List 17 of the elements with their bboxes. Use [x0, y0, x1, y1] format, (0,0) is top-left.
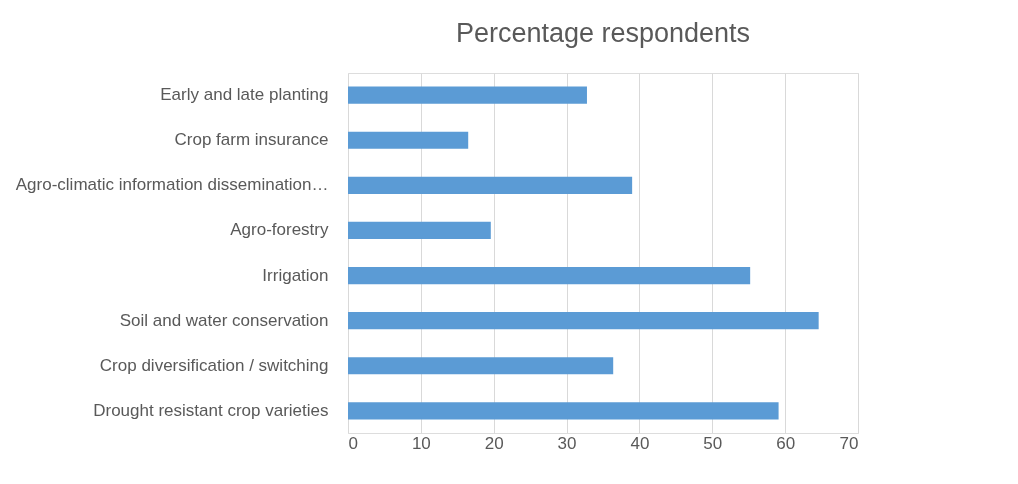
- chart-title: Percentage respondents: [455, 18, 751, 48]
- y-tick-label: Agro-climatic information dissemination…: [15, 175, 329, 195]
- x-tick-label: 0: [348, 433, 358, 453]
- x-tick-label: 70: [839, 433, 859, 453]
- y-tick-label: Early and late planting: [160, 85, 329, 105]
- x-tick-label: 60: [776, 433, 796, 453]
- y-tick-label: Crop farm insurance: [174, 130, 329, 150]
- x-tick-label: 30: [557, 433, 577, 453]
- y-tick-label: Drought resistant crop varieties: [93, 400, 329, 420]
- y-tick-label: Agro-forestry: [230, 220, 329, 240]
- y-tick-label: Irrigation: [262, 265, 329, 285]
- x-tick-label: 20: [484, 433, 504, 453]
- y-tick-label: Soil and water conservation: [119, 310, 329, 330]
- x-tick-label: 10: [411, 433, 431, 453]
- x-tick-label: 40: [630, 433, 650, 453]
- x-tick-label: 50: [703, 433, 723, 453]
- y-tick-label: Crop diversification / switching: [99, 355, 329, 375]
